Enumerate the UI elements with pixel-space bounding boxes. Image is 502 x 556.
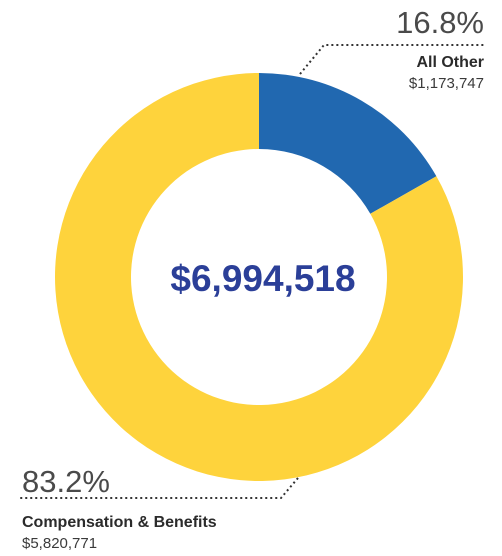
callout-all-other: 16.8% All Other $1,173,747	[299, 5, 485, 92]
slice-percent-compensation-benefits: 83.2%	[22, 464, 110, 499]
slice-value-all-other: $1,173,747	[409, 75, 484, 92]
leader-line-compensation-benefits	[20, 477, 299, 499]
donut-slices	[54, 73, 463, 481]
slice-value-compensation-benefits: $5,820,771	[22, 535, 97, 552]
slice-percent-all-other: 16.8%	[396, 5, 484, 40]
slice-compensation-benefits	[54, 73, 463, 481]
slice-label-compensation-benefits: Compensation & Benefits	[22, 514, 217, 531]
callout-compensation-benefits: 83.2% Compensation & Benefits $5,820,771	[20, 464, 299, 552]
slice-label-all-other: All Other	[416, 54, 484, 71]
total-value: $6,994,518	[170, 258, 355, 299]
slice-all-other	[259, 73, 437, 214]
